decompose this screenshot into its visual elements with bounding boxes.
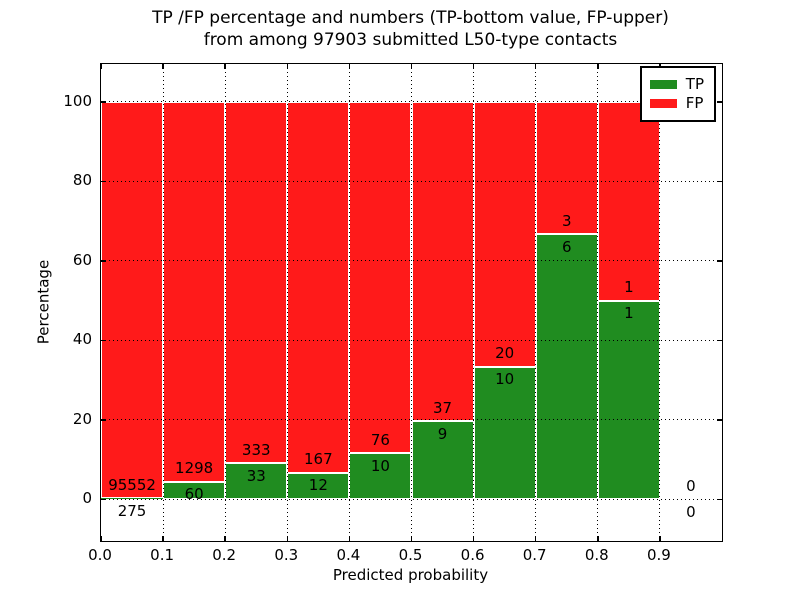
- x-tick-label: 0.2: [212, 546, 237, 564]
- x-tick-label: 0.4: [336, 546, 361, 564]
- annotations-layer: 95552 275 1298 60 333 33 167 12 76 10 37 9 20 10 3 6 1 1 0…: [101, 64, 722, 541]
- x-axis-label: Predicted probability: [332, 566, 489, 584]
- chart-title-line1: TP /FP percentage and numbers (TP-bottom…: [152, 8, 669, 28]
- y-tick-label: 100: [63, 91, 92, 110]
- annotation-tp-count: 12: [308, 476, 328, 495]
- chart-title: TP /FP percentage and numbers (TP-bottom…: [100, 7, 721, 51]
- annotation-fp-count: 37: [433, 398, 453, 417]
- bar-segment-tp: [225, 463, 288, 500]
- bar-segment-fp: [287, 101, 350, 473]
- x-tick-label: 0.8: [584, 546, 609, 564]
- annotation-tp-count: 1: [624, 304, 634, 322]
- y-axis-label: Percentage: [34, 259, 53, 345]
- annotation-fp-count: 1: [624, 278, 634, 296]
- annotation-fp-count: 333: [241, 440, 271, 459]
- x-tick-mark-top: [100, 64, 102, 69]
- bar-segment-fp: [535, 101, 598, 235]
- x-tick-label: 0.1: [150, 546, 175, 564]
- annotation-tp-count: 60: [184, 485, 204, 504]
- legend-fp-label: FP: [685, 94, 704, 112]
- bar-segment-fp: [597, 101, 660, 301]
- annotation-tp-count: 0: [686, 502, 696, 521]
- plot-area: 95552 275 1298 60 333 33 167 12 76 10 37 9 20 10 3 6 1 1 0…: [100, 63, 723, 542]
- annotation-tp-count: 10: [495, 370, 515, 389]
- x-tick-label: 0.5: [398, 546, 423, 564]
- bar-segment-fp: [163, 101, 226, 482]
- y-tick-label: 40: [72, 330, 92, 349]
- annotation-tp-count: 275: [117, 501, 147, 520]
- legend-fp-swatch-icon: [649, 99, 677, 108]
- x-tick-mark: [100, 536, 102, 541]
- bar-segment-fp: [225, 101, 288, 464]
- annotation-tp-count: 9: [437, 424, 448, 443]
- legend-entry-tp: TP: [649, 75, 704, 93]
- bar-segment-fp: [473, 101, 536, 367]
- x-tick-label: 0.7: [522, 546, 547, 564]
- chart-title-line2: from among 97903 submitted L50-type cont…: [203, 30, 618, 50]
- bar-segment-tp: [535, 234, 598, 500]
- bars-layer: [101, 64, 722, 541]
- legend: TP FP: [639, 66, 716, 122]
- annotation-fp-count: 0: [686, 476, 696, 495]
- legend-entry-fp: FP: [649, 94, 704, 112]
- bar-segment-fp: [101, 101, 164, 499]
- legend-tp-label: TP: [685, 75, 704, 93]
- bar-segment-tp: [349, 453, 412, 500]
- x-tick-label: 0.9: [646, 546, 671, 564]
- annotation-fp-count: 20: [495, 344, 515, 363]
- bar-segment-fp: [349, 101, 412, 454]
- legend-tp-swatch-icon: [649, 80, 677, 89]
- bar-segment-fp: [411, 101, 474, 422]
- annotation-tp-count: 33: [246, 466, 266, 485]
- bar-segment-tp: [411, 421, 474, 500]
- y-tick-label: 80: [72, 171, 92, 190]
- x-tick-label: 0.3: [274, 546, 299, 564]
- x-tick-label: 0.6: [460, 546, 485, 564]
- x-tick-label: 0.0: [88, 546, 112, 564]
- annotation-fp-count: 76: [370, 430, 390, 449]
- annotation-fp-count: 3: [561, 211, 572, 230]
- annotation-tp-count: 6: [561, 237, 572, 256]
- bar-segment-tp: [101, 498, 164, 500]
- annotation-fp-count: 95552: [108, 475, 156, 494]
- bar-segment-tp: [597, 300, 660, 500]
- y-tick-label: 0: [82, 489, 92, 508]
- annotation-fp-count: 167: [304, 450, 333, 469]
- y-tick-label: 60: [72, 250, 92, 269]
- annotation-fp-count: 1298: [175, 459, 214, 478]
- annotation-tp-count: 10: [370, 456, 390, 475]
- y-tick-label: 20: [72, 409, 92, 428]
